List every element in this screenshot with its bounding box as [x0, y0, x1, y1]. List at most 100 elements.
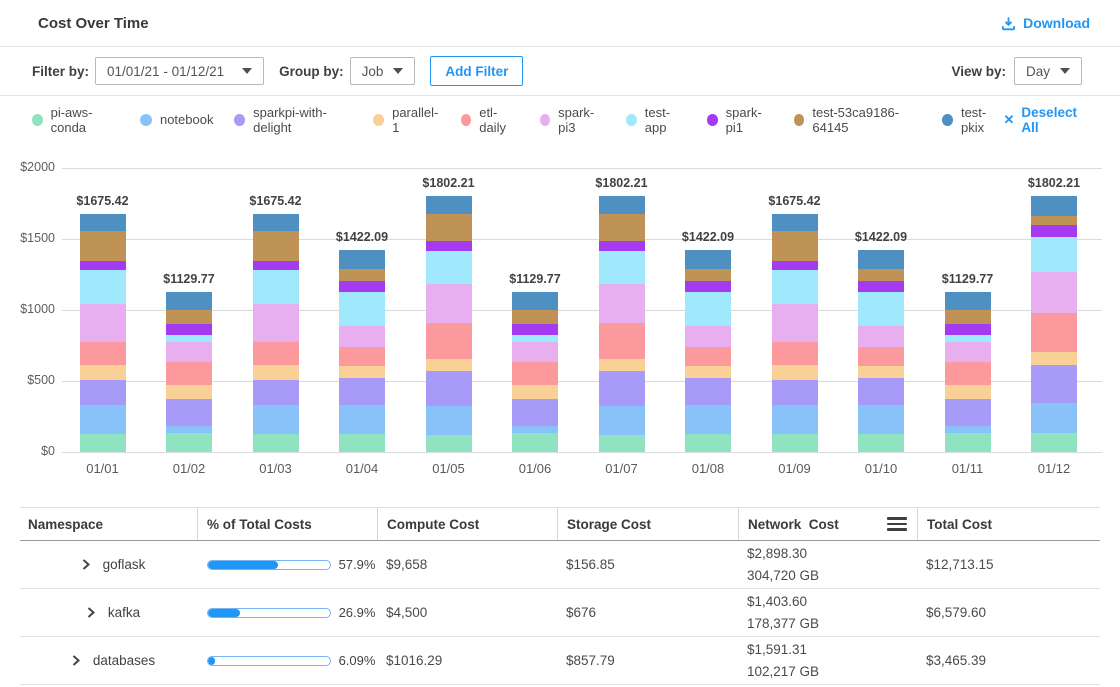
bar-segment-parallel-1[interactable] [772, 365, 818, 380]
legend-item[interactable]: spark-pi1 [707, 105, 773, 135]
bar-segment-notebook[interactable] [80, 405, 126, 434]
bar-segment-test-pkix[interactable] [253, 214, 299, 231]
bar-segment-test-pkix[interactable] [1031, 196, 1077, 216]
legend-item[interactable]: test-pkix [942, 105, 1003, 135]
bar-segment-test-app[interactable] [685, 292, 731, 327]
bar-segment-sparkpi-with-delight[interactable] [772, 380, 818, 405]
bar-segment-spark-pi1[interactable] [772, 261, 818, 270]
bar-segment-sparkpi-with-delight[interactable] [426, 371, 472, 406]
bar-segment-test-app[interactable] [599, 251, 645, 284]
bar-segment-spark-pi3[interactable] [253, 304, 299, 342]
bar-segment-parallel-1[interactable] [685, 366, 731, 378]
chevron-right-icon[interactable] [80, 558, 92, 571]
bar-segment-etl-daily[interactable] [599, 323, 645, 359]
bar-segment-spark-pi1[interactable] [339, 281, 385, 291]
bar-segment-test-pkix[interactable] [166, 292, 212, 310]
bar-segment-test-53ca9186-64145[interactable] [253, 231, 299, 261]
legend-item[interactable]: pi-aws-conda [32, 105, 119, 135]
view-by-select[interactable]: Day [1014, 57, 1082, 85]
bar-segment-spark-pi3[interactable] [599, 284, 645, 322]
bar-segment-test-53ca9186-64145[interactable] [426, 214, 472, 241]
bar-segment-test-53ca9186-64145[interactable] [772, 231, 818, 261]
bar-segment-pi-aws-conda[interactable] [685, 434, 731, 452]
bar-segment-notebook[interactable] [426, 406, 472, 434]
bar-segment-test-53ca9186-64145[interactable] [945, 310, 991, 324]
bar-segment-sparkpi-with-delight[interactable] [858, 378, 904, 404]
bar-segment-test-app[interactable] [1031, 237, 1077, 272]
bar-segment-test-53ca9186-64145[interactable] [599, 214, 645, 241]
col-header-percent-of-total-costs[interactable]: % of Total Costs [197, 508, 377, 540]
legend-item[interactable]: notebook [140, 112, 214, 127]
bar-segment-spark-pi1[interactable] [858, 281, 904, 291]
legend-item[interactable]: spark-pi3 [540, 105, 606, 135]
bar-segment-sparkpi-with-delight[interactable] [945, 399, 991, 426]
bar-segment-parallel-1[interactable] [512, 385, 558, 399]
bar-segment-sparkpi-with-delight[interactable] [685, 378, 731, 404]
bar-segment-notebook[interactable] [166, 426, 212, 432]
bar-segment-sparkpi-with-delight[interactable] [599, 371, 645, 406]
bar-segment-parallel-1[interactable] [80, 365, 126, 380]
bar-segment-pi-aws-conda[interactable] [945, 433, 991, 452]
date-range-select[interactable]: 01/01/21 - 01/12/21 [95, 57, 264, 85]
table-row[interactable]: kafka26.9%$4,500$676$1,403.60178,377 GB$… [20, 589, 1100, 637]
bar-segment-spark-pi3[interactable] [512, 342, 558, 362]
bar-segment-parallel-1[interactable] [858, 366, 904, 378]
download-button[interactable]: Download [1001, 15, 1090, 31]
bar-segment-spark-pi1[interactable] [512, 324, 558, 335]
bar-segment-notebook[interactable] [858, 405, 904, 434]
bar-segment-sparkpi-with-delight[interactable] [80, 380, 126, 405]
bar-segment-pi-aws-conda[interactable] [858, 434, 904, 452]
bar-segment-pi-aws-conda[interactable] [772, 434, 818, 452]
bar-segment-test-pkix[interactable] [772, 214, 818, 231]
bar-segment-notebook[interactable] [772, 405, 818, 434]
bar-segment-pi-aws-conda[interactable] [339, 434, 385, 452]
bar-segment-etl-daily[interactable] [685, 347, 731, 366]
bar-segment-sparkpi-with-delight[interactable] [166, 399, 212, 426]
bar-segment-spark-pi3[interactable] [685, 326, 731, 347]
bar-segment-test-app[interactable] [80, 270, 126, 304]
bar-segment-etl-daily[interactable] [945, 362, 991, 385]
col-header-namespace[interactable]: Namespace [20, 508, 197, 540]
bar-segment-etl-daily[interactable] [339, 347, 385, 366]
bar-segment-test-53ca9186-64145[interactable] [512, 310, 558, 324]
bar-segment-test-app[interactable] [166, 335, 212, 342]
bar-segment-spark-pi3[interactable] [772, 304, 818, 342]
bar-segment-test-app[interactable] [253, 270, 299, 304]
bar-segment-parallel-1[interactable] [166, 385, 212, 399]
bar-segment-notebook[interactable] [253, 405, 299, 434]
bar-segment-etl-daily[interactable] [1031, 313, 1077, 352]
bar-segment-test-app[interactable] [945, 335, 991, 342]
bar-segment-etl-daily[interactable] [166, 362, 212, 385]
bar-segment-pi-aws-conda[interactable] [166, 433, 212, 452]
menu-icon[interactable] [887, 517, 907, 531]
bar-segment-parallel-1[interactable] [339, 366, 385, 378]
bar-segment-notebook[interactable] [945, 426, 991, 432]
bar-segment-spark-pi1[interactable] [1031, 225, 1077, 237]
bar-segment-test-pkix[interactable] [339, 250, 385, 269]
legend-item[interactable]: parallel-1 [373, 105, 439, 135]
bar-segment-spark-pi1[interactable] [945, 324, 991, 335]
bar-segment-spark-pi3[interactable] [166, 342, 212, 362]
bar-segment-spark-pi3[interactable] [858, 326, 904, 347]
bar-segment-test-pkix[interactable] [512, 292, 558, 310]
table-row[interactable]: databases6.09%$1016.29$857.79$1,591.3110… [20, 637, 1100, 685]
legend-item[interactable]: test-app [626, 105, 686, 135]
bar-segment-notebook[interactable] [599, 406, 645, 434]
bar-segment-etl-daily[interactable] [772, 342, 818, 365]
bar-segment-test-app[interactable] [858, 292, 904, 327]
bar-segment-etl-daily[interactable] [80, 342, 126, 365]
bar-segment-notebook[interactable] [1031, 403, 1077, 434]
bar-segment-pi-aws-conda[interactable] [512, 433, 558, 452]
table-row[interactable]: goflask57.9%$9,658$156.85$2,898.30304,72… [20, 541, 1100, 589]
namespace-cell[interactable]: kafka [20, 589, 197, 636]
bar-segment-spark-pi3[interactable] [945, 342, 991, 362]
bar-segment-test-pkix[interactable] [599, 196, 645, 214]
bar-segment-pi-aws-conda[interactable] [253, 434, 299, 452]
bar-segment-test-app[interactable] [339, 292, 385, 327]
bar-segment-test-pkix[interactable] [858, 250, 904, 269]
bar-segment-spark-pi1[interactable] [166, 324, 212, 335]
bar-segment-spark-pi1[interactable] [599, 241, 645, 251]
bar-segment-notebook[interactable] [512, 426, 558, 432]
bar-segment-parallel-1[interactable] [599, 359, 645, 371]
bar-segment-pi-aws-conda[interactable] [80, 434, 126, 452]
